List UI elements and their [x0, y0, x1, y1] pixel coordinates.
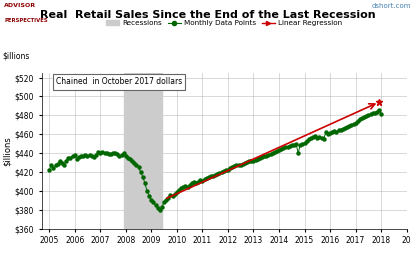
Text: Real  Retail Sales Since the End of the Last Recession: Real Retail Sales Since the End of the L…: [40, 10, 375, 20]
Y-axis label: $illions: $illions: [2, 136, 12, 166]
Legend: Recessions, Monthly Data Points, Linear Regression: Recessions, Monthly Data Points, Linear …: [104, 17, 344, 29]
Text: PERSPECTIVES: PERSPECTIVES: [4, 18, 48, 23]
Text: dshort.com: dshort.com: [371, 3, 411, 9]
Text: ADVISOR: ADVISOR: [4, 3, 36, 8]
Bar: [124, 73, 162, 229]
Text: Chained  in October 2017 dollars: Chained in October 2017 dollars: [56, 77, 182, 87]
Text: $illions: $illions: [2, 51, 29, 60]
